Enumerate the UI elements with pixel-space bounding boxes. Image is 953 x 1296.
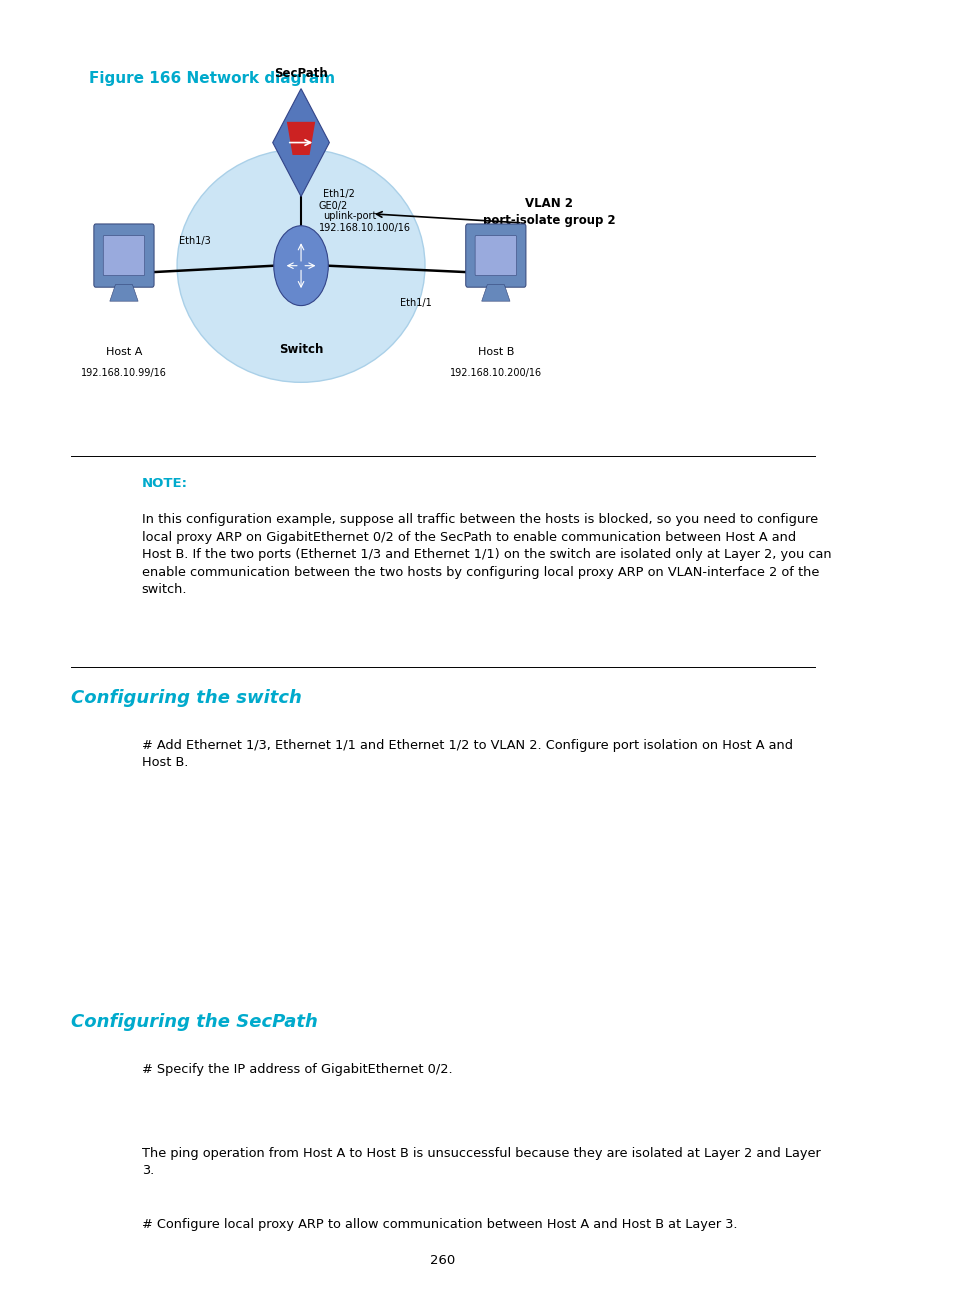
Text: Switch: Switch [278,343,323,356]
FancyBboxPatch shape [103,236,145,276]
Text: uplink-port: uplink-port [323,211,376,222]
Polygon shape [273,88,329,197]
Text: Configuring the SecPath: Configuring the SecPath [71,1013,317,1032]
Text: NOTE:: NOTE: [141,477,188,490]
Text: Eth1/1: Eth1/1 [400,298,432,308]
Text: Configuring the switch: Configuring the switch [71,689,301,708]
Text: 192.168.10.200/16: 192.168.10.200/16 [449,368,541,378]
Polygon shape [481,285,510,301]
Text: Eth1/3: Eth1/3 [179,236,211,246]
Text: SecPath: SecPath [274,67,328,80]
FancyBboxPatch shape [475,236,516,276]
Text: In this configuration example, suppose all traffic between the hosts is blocked,: In this configuration example, suppose a… [141,513,830,596]
Text: Figure 166 Network diagram: Figure 166 Network diagram [89,71,335,87]
Text: VLAN 2
port-isolate group 2: VLAN 2 port-isolate group 2 [482,197,615,227]
FancyBboxPatch shape [93,224,153,288]
Polygon shape [287,122,314,156]
Text: 192.168.10.99/16: 192.168.10.99/16 [81,368,167,378]
Ellipse shape [177,149,424,382]
Text: # Add Ethernet 1/3, Ethernet 1/1 and Ethernet 1/2 to VLAN 2. Configure port isol: # Add Ethernet 1/3, Ethernet 1/1 and Eth… [141,739,792,770]
Text: 192.168.10.100/16: 192.168.10.100/16 [318,223,411,233]
Circle shape [274,226,328,306]
Text: Eth1/2: Eth1/2 [323,189,355,200]
Text: The ping operation from Host A to Host B is unsuccessful because they are isolat: The ping operation from Host A to Host B… [141,1147,820,1178]
Text: 260: 260 [430,1255,455,1267]
Text: Host B: Host B [477,347,514,358]
Text: # Specify the IP address of GigabitEthernet 0/2.: # Specify the IP address of GigabitEther… [141,1063,452,1076]
Text: GE0/2: GE0/2 [318,201,348,211]
Polygon shape [110,285,138,301]
Text: # Configure local proxy ARP to allow communication between Host A and Host B at : # Configure local proxy ARP to allow com… [141,1218,737,1231]
Text: Host A: Host A [106,347,142,358]
FancyBboxPatch shape [465,224,525,288]
